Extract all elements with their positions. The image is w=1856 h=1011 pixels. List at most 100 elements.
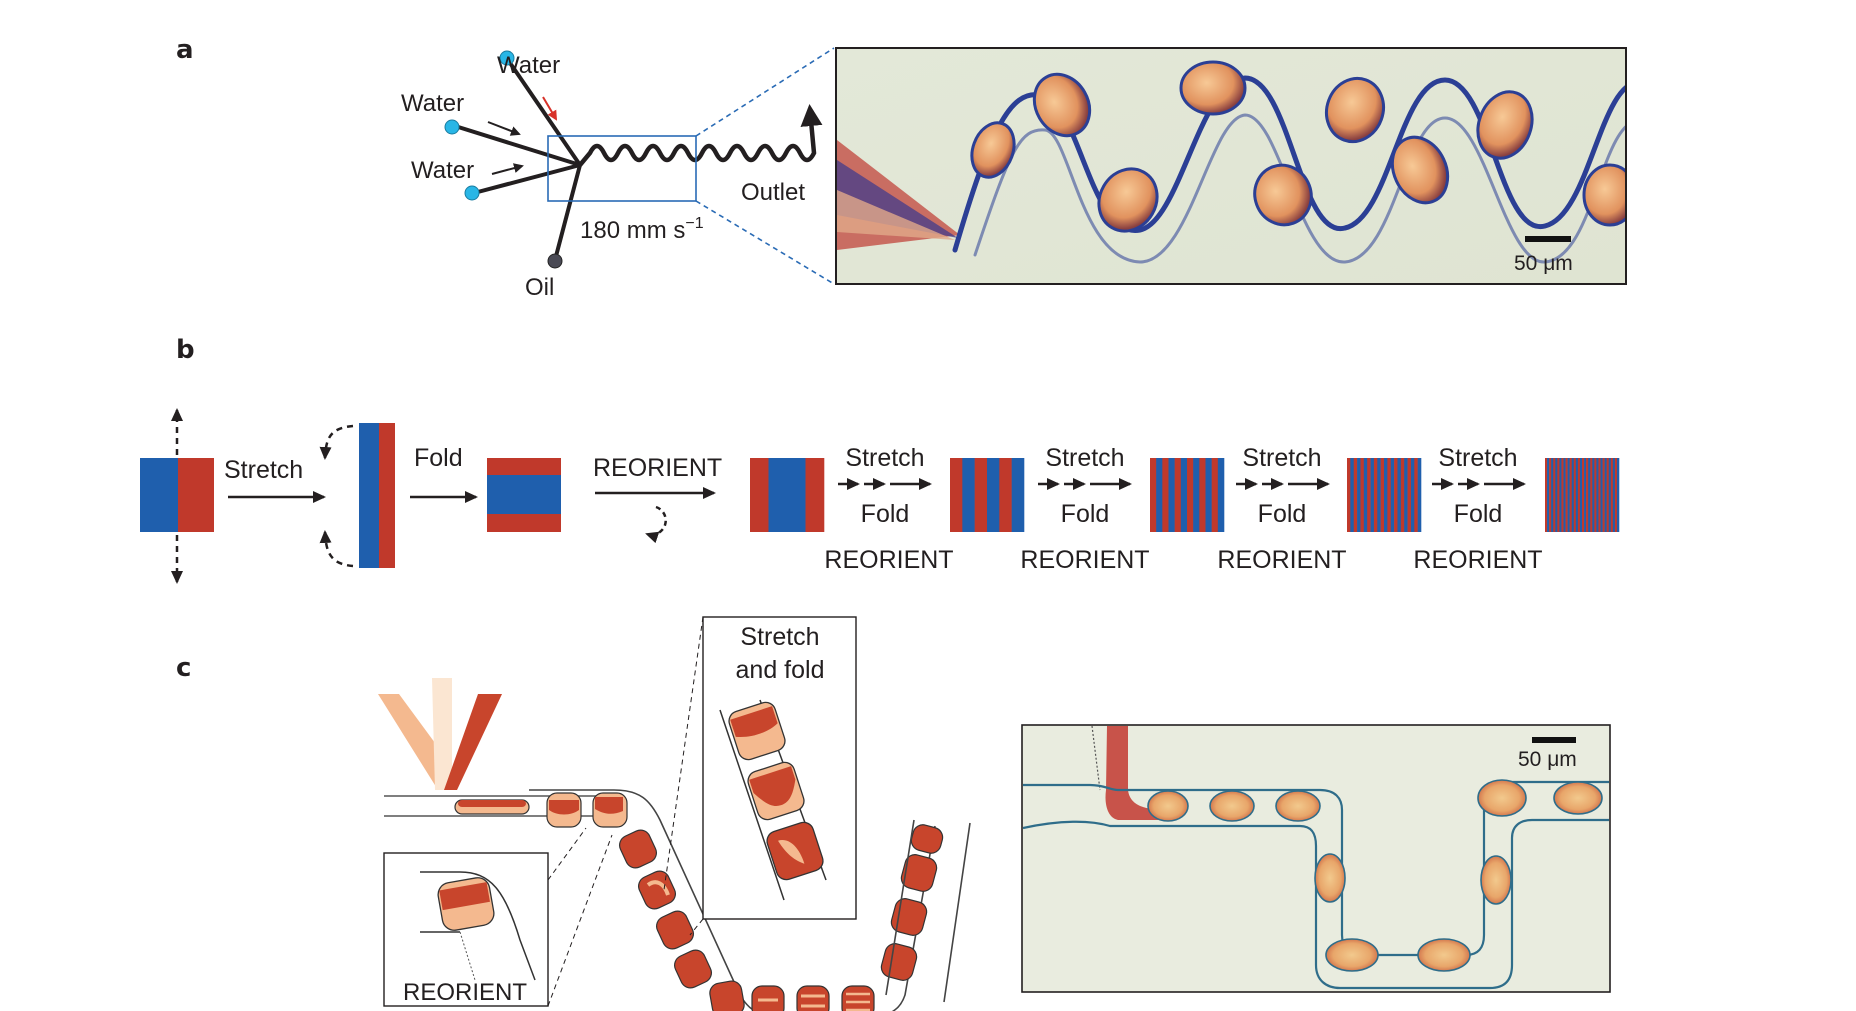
step-reorient-label: REORIENT [1020,546,1149,574]
panel-a-micrograph: 50 μm [835,47,1627,285]
stripe [1180,458,1188,532]
stripe [1387,458,1392,532]
stripe [1584,458,1587,532]
water-flow-arrow-1 [542,96,558,121]
stripe [1397,458,1402,532]
stripe [805,458,825,532]
process-steps: Stretch Fold REORIENT Stretch Fold REORI… [824,444,1542,574]
stripe [1549,458,1552,532]
step-stretch-label: Stretch [845,444,924,472]
step-reorient-label: REORIENT [824,546,953,574]
droplet [1179,60,1247,116]
stripe [1577,458,1581,532]
stripe [1602,458,1605,532]
water-inlet-dot-2 [444,119,460,135]
droplet [1553,781,1603,815]
droplet [619,829,657,869]
stripe [1407,458,1412,532]
stripe [1357,458,1361,532]
flow-speed-label: 180 mm s−1 [580,215,704,244]
stripe [1592,458,1595,532]
stripe [1377,458,1381,532]
stripe [1384,458,1388,532]
process-step-3: Stretch Fold REORIENT [1217,444,1346,574]
droplet [841,985,875,1011]
process-step-2: Stretch Fold REORIENT [1020,444,1149,574]
droplet [900,854,938,892]
stripe [1608,458,1612,532]
droplet [1582,163,1625,227]
stripe [1579,458,1583,532]
inlet-middle-arm [432,678,452,790]
stripe [1582,458,1585,532]
step-fold-label: Fold [1258,500,1307,528]
process-step-4: Stretch Fold REORIENT [1413,444,1542,574]
stripe [1363,458,1368,532]
scale-bar-a-label: 50 μm [1514,252,1573,275]
droplet [1417,938,1471,972]
step-fold-label: Fold [1454,500,1503,528]
scale-bar-c [1532,737,1576,743]
stripe [962,458,975,532]
stripe [1586,458,1589,532]
stripe [1610,458,1614,532]
zoom-box [547,135,697,202]
stripe [1360,458,1365,532]
stripe [1565,458,1568,532]
inset-stretch-label-1: Stretch [740,623,819,651]
water-label-3: Water [411,157,474,184]
reorient-inset [383,852,549,1007]
stripe [1567,458,1570,532]
inset-stretch-label-2: and fold [736,656,825,684]
stripe [1353,458,1358,532]
inlet-right-arm [444,694,502,790]
inset-zoom-line-2 [547,834,613,1007]
stripe [1596,458,1599,532]
water-inlet-dot-1 [499,50,515,66]
water-inlet-line-3 [473,163,581,195]
stripe [987,458,1000,532]
stripe [1545,458,1548,532]
inset-zoom-line-3 [663,616,704,891]
stripe [1373,458,1378,532]
inset-zoom-line-1 [547,827,587,881]
panel-b: Stretch Fold REORIENT Stretch [140,408,1620,584]
step-fold-label: Fold [1061,500,1110,528]
scale-bar-c-label: 50 μm [1518,748,1577,771]
stretch-label: Stretch [224,456,303,484]
oil-inlet-line [553,164,582,261]
droplet [1032,72,1092,138]
stripe [1350,458,1355,532]
water-label-2: Water [401,90,464,117]
stripe [1555,458,1558,532]
stripe [768,458,788,532]
water-inlet-line-1 [506,58,582,167]
droplet [656,910,694,950]
water-flow-arrow-2 [487,121,521,136]
stripe [1414,458,1418,532]
stripe [1205,458,1212,532]
zoom-line-top [695,47,835,137]
stripe [1616,458,1620,532]
droplet [1314,853,1346,903]
initial-square [140,408,214,584]
striped-square-4 [1347,458,1422,532]
stripe [1569,458,1573,532]
channel-droplets [546,792,944,1011]
droplet [638,870,676,910]
step-reorient-label: REORIENT [1217,546,1346,574]
reorient-label: REORIENT [593,454,722,482]
stripe [1594,458,1597,532]
stripe [1547,458,1550,532]
stripe [1150,458,1157,532]
striped-square-3 [1150,458,1225,532]
stripe [1162,458,1169,532]
stripe [1367,458,1371,532]
stripe [1390,458,1395,532]
panel-label-c: c [176,653,191,683]
droplet [1477,779,1527,817]
stripe [1553,458,1556,532]
inset-zoom-line-4 [689,918,704,936]
panel-c-micrograph: 50 μm [1021,724,1611,993]
stripe [1573,458,1577,532]
